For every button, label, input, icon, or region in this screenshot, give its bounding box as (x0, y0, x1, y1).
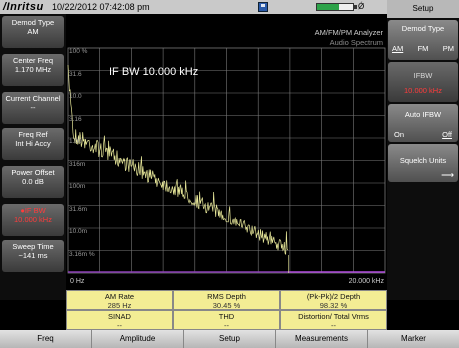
rms-depth-value: 30.45 % (212, 301, 241, 310)
left-param-label: ●IF BW (20, 206, 46, 215)
auto-ifbw-button[interactable]: Auto IFBW On Off (388, 104, 458, 142)
sinad-cell: SINAD -- (66, 310, 173, 330)
date-time-display: 10/22/2012 07:42:08 pm (52, 2, 150, 12)
auto-ifbw-options: On Off (394, 130, 452, 139)
pk-depth-cell: (Pk-Pk)/2 Depth 98.32 % (280, 290, 387, 310)
demod-type-title: Demod Type (401, 24, 445, 33)
left-param-box[interactable]: Power Offset 0.0 dB (2, 166, 64, 198)
top-status-bar: /Inritsu 10/22/2012 07:42:08 pm Ǿ (0, 0, 459, 14)
demod-option-am[interactable]: AM (392, 44, 404, 53)
save-icon[interactable] (258, 2, 268, 12)
left-param-value: ~141 ms (18, 251, 48, 260)
x-axis-stop-label: 20.000 kHz (348, 278, 384, 285)
pk-depth-value: 98.32 % (319, 301, 348, 310)
left-param-value: Int Hi Accy (15, 139, 51, 148)
left-param-label: Current Channel (5, 94, 61, 103)
audio-spectrum-graph[interactable]: AM/FM/PM Analyzer Audio Spectrum IF BW 1… (66, 14, 387, 285)
main-menu-bar: Freq Amplitude Setup Measurements Marker (0, 330, 459, 348)
spectrum-trace (67, 64, 289, 256)
ifbw-title: IFBW (413, 71, 433, 80)
auto-ifbw-title: Auto IFBW (404, 110, 442, 119)
left-param-box[interactable]: Current Channel -- (2, 92, 64, 124)
y-axis-label: 3.16m % (69, 250, 95, 258)
battery-tip (354, 5, 357, 9)
auto-ifbw-off[interactable]: Off (442, 130, 452, 139)
y-axis-label: 10.0m (69, 228, 88, 235)
left-param-label: Power Offset (11, 168, 55, 177)
menu-amplitude[interactable]: Amplitude (92, 330, 184, 348)
thd-label: THD (218, 312, 235, 321)
menu-setup[interactable]: Setup (184, 330, 276, 348)
battery-label: Ǿ (358, 2, 365, 11)
y-axis-label: 31.6m (69, 205, 88, 213)
spectrum-svg (67, 47, 386, 274)
demod-option-fm[interactable]: FM (417, 44, 429, 53)
menu-measurements[interactable]: Measurements (276, 330, 368, 348)
squelch-units-title: Squelch Units (399, 156, 447, 165)
thd-cell: THD -- (173, 310, 280, 330)
left-param-box[interactable]: Demod Type AM (2, 16, 64, 48)
sinad-label: SINAD (108, 312, 131, 321)
y-axis-label: 1.00 (69, 138, 82, 145)
demod-type-options: AM FM PM (392, 44, 454, 53)
setup-soft-key-panel: Setup Demod Type AM FM PM IFBW 10.000 kH… (387, 0, 459, 300)
left-param-label: Sweep Time (12, 242, 54, 251)
y-axis-label: 10.0 (69, 93, 82, 100)
left-param-value: 1.170 MHz (14, 65, 52, 74)
measurement-view-label: Audio Spectrum (329, 38, 383, 47)
left-param-box[interactable]: Sweep Time ~141 ms (2, 240, 64, 272)
left-param-value: -- (30, 103, 36, 112)
distortion-cell: Distortion/ Total Vrms -- (280, 310, 387, 330)
left-param-label: Demod Type (11, 18, 55, 27)
sinad-value: -- (117, 321, 122, 330)
demod-option-pm[interactable]: PM (442, 44, 454, 53)
squelch-units-button[interactable]: Squelch Units ⟶ (388, 144, 458, 182)
battery-icon (316, 3, 354, 11)
battery-fill (317, 4, 339, 10)
left-param-value: 0.0 dB (22, 177, 44, 186)
left-param-value: 10.000 kHz (14, 215, 52, 224)
am-rate-cell: AM Rate 285 Hz (66, 290, 173, 310)
left-parameter-panel: Demod Type AM Center Freq 1.170 MHz Current … (0, 14, 66, 300)
menu-marker[interactable]: Marker (368, 330, 459, 348)
analyzer-mode-label: AM/FM/PM Analyzer (314, 28, 383, 37)
y-axis-label: 31.6 (69, 70, 82, 78)
pk-depth-label: (Pk-Pk)/2 Depth (306, 292, 361, 301)
demod-type-button[interactable]: Demod Type AM FM PM (388, 20, 458, 60)
submenu-arrow-icon: ⟶ (441, 170, 454, 180)
thd-value: -- (224, 321, 229, 330)
y-axis-label: 316m (69, 160, 86, 168)
y-axis-label: 100 % (69, 48, 88, 55)
left-param-box[interactable]: Freq Ref Int Hi Accy (2, 128, 64, 160)
left-param-label: Center Freq (12, 56, 54, 65)
distortion-value: -- (331, 321, 336, 330)
left-param-label: Freq Ref (18, 130, 48, 139)
x-axis-start-label: 0 Hz (70, 278, 85, 285)
am-rate-value: 285 Hz (107, 301, 132, 310)
menu-title: Setup (387, 0, 459, 18)
left-param-value: AM (27, 27, 39, 36)
brand-logo: /Inritsu (3, 1, 44, 13)
y-axis-label: 100m (69, 183, 86, 190)
y-axis-label: 3.16 (69, 115, 82, 123)
ifbw-annotation: IF BW 10.000 kHz (109, 66, 199, 78)
rms-depth-label: RMS Depth (207, 292, 246, 301)
measurement-table: AM Rate 285 Hz RMS Depth 30.45 % (Pk-Pk)… (66, 290, 387, 330)
distortion-label: Distortion/ Total Vrms (298, 312, 369, 321)
ifbw-value: 10.000 kHz (404, 86, 442, 95)
left-param-box[interactable]: Center Freq 1.170 MHz (2, 54, 64, 86)
ifbw-button[interactable]: IFBW 10.000 kHz (388, 62, 458, 102)
auto-ifbw-on[interactable]: On (394, 130, 405, 139)
left-param-box[interactable]: ●IF BW 10.000 kHz (2, 204, 64, 236)
rms-depth-cell: RMS Depth 30.45 % (173, 290, 280, 310)
menu-freq[interactable]: Freq (0, 330, 92, 348)
am-rate-label: AM Rate (104, 292, 135, 301)
